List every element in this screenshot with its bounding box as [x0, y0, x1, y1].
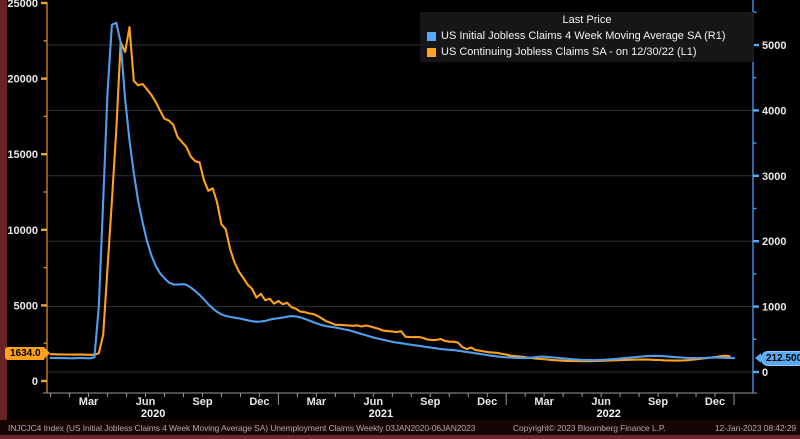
left-axis-tick-label: 15000 [7, 149, 38, 161]
x-axis-month-label: Mar [307, 396, 327, 408]
status-ticker-description: INJCJC4 Index (US Initial Jobless Claims… [8, 423, 476, 433]
series-line-us-initial-jobless-claims-4-week-moving-average-sa [49, 21, 736, 362]
initial-claims-last-value: 212.500 [766, 353, 800, 364]
legend-swatch-continuing-claims [427, 47, 436, 57]
legend-swatch-initial-claims [427, 31, 436, 41]
right-axis-tick-label: 2000 [762, 236, 786, 248]
continuing-claims-last-value: 1634.0 [10, 348, 41, 359]
right-axis-tick-label: 4000 [762, 105, 786, 117]
left-axis-last-value-badge: 1634.0 [5, 347, 50, 360]
legend-label-initial-claims: US Initial Jobless Claims 4 Week Moving … [441, 30, 726, 42]
x-axis-year-label: 2020 [141, 408, 165, 420]
x-axis-month-label: Dec [477, 396, 497, 408]
right-axis-tick-label: 0 [762, 367, 768, 379]
left-axis-tick-label: 20000 [7, 74, 38, 86]
x-axis-month-label: Dec [705, 396, 725, 408]
x-axis-month-label: Dec [249, 396, 269, 408]
series-line-us-continuing-jobless-claims-sa [49, 26, 731, 363]
legend-title: Last Price [562, 14, 612, 26]
window-left-border [0, 0, 7, 439]
legend-item-initial-claims: US Initial Jobless Claims 4 Week Moving … [420, 28, 754, 44]
x-axis-month-label: Sep [192, 396, 212, 408]
x-axis-month-label: Sep [648, 396, 668, 408]
status-timestamp: 12-Jan-2023 08:42:29 [714, 423, 796, 433]
right-axis-tick-label: 5000 [762, 40, 786, 52]
right-axis-tick-label: 3000 [762, 171, 786, 183]
x-axis-year-label: 2021 [369, 408, 393, 420]
legend-label-continuing-claims: US Continuing Jobless Claims SA - on 12/… [441, 46, 697, 58]
left-axis-tick-label: 5000 [14, 300, 38, 312]
legend-box: Last Price US Initial Jobless Claims 4 W… [420, 12, 754, 62]
legend-item-continuing-claims: US Continuing Jobless Claims SA - on 12/… [420, 44, 754, 60]
x-axis-month-label: Jun [364, 396, 384, 408]
x-axis-month-label: Mar [79, 396, 99, 408]
x-axis-month-label: Mar [534, 396, 554, 408]
chart-canvas: Mar Jun Sep Dec Mar Jun Sep Dec Mar Jun Sep Dec 2020… [7, 0, 786, 420]
x-axis-month-label: Sep [420, 396, 440, 408]
right-axis-last-value-badge: 212.500 [754, 351, 800, 366]
x-axis-year-label: 2022 [596, 408, 620, 420]
status-bar: INJCJC4 Index (US Initial Jobless Claims… [0, 420, 800, 435]
left-axis-tick-label: 10000 [7, 225, 38, 237]
x-axis-month-label: Jun [136, 396, 156, 408]
left-axis-tick-label: 0 [32, 376, 38, 388]
x-axis-month-label: Jun [591, 396, 611, 408]
left-axis-tick-label: 25000 [7, 0, 38, 10]
status-copyright: Copyright© 2023 Bloomberg Finance L.P. [513, 423, 666, 433]
window-bottom-border [0, 435, 800, 439]
right-axis-tick-label: 1000 [762, 302, 786, 314]
